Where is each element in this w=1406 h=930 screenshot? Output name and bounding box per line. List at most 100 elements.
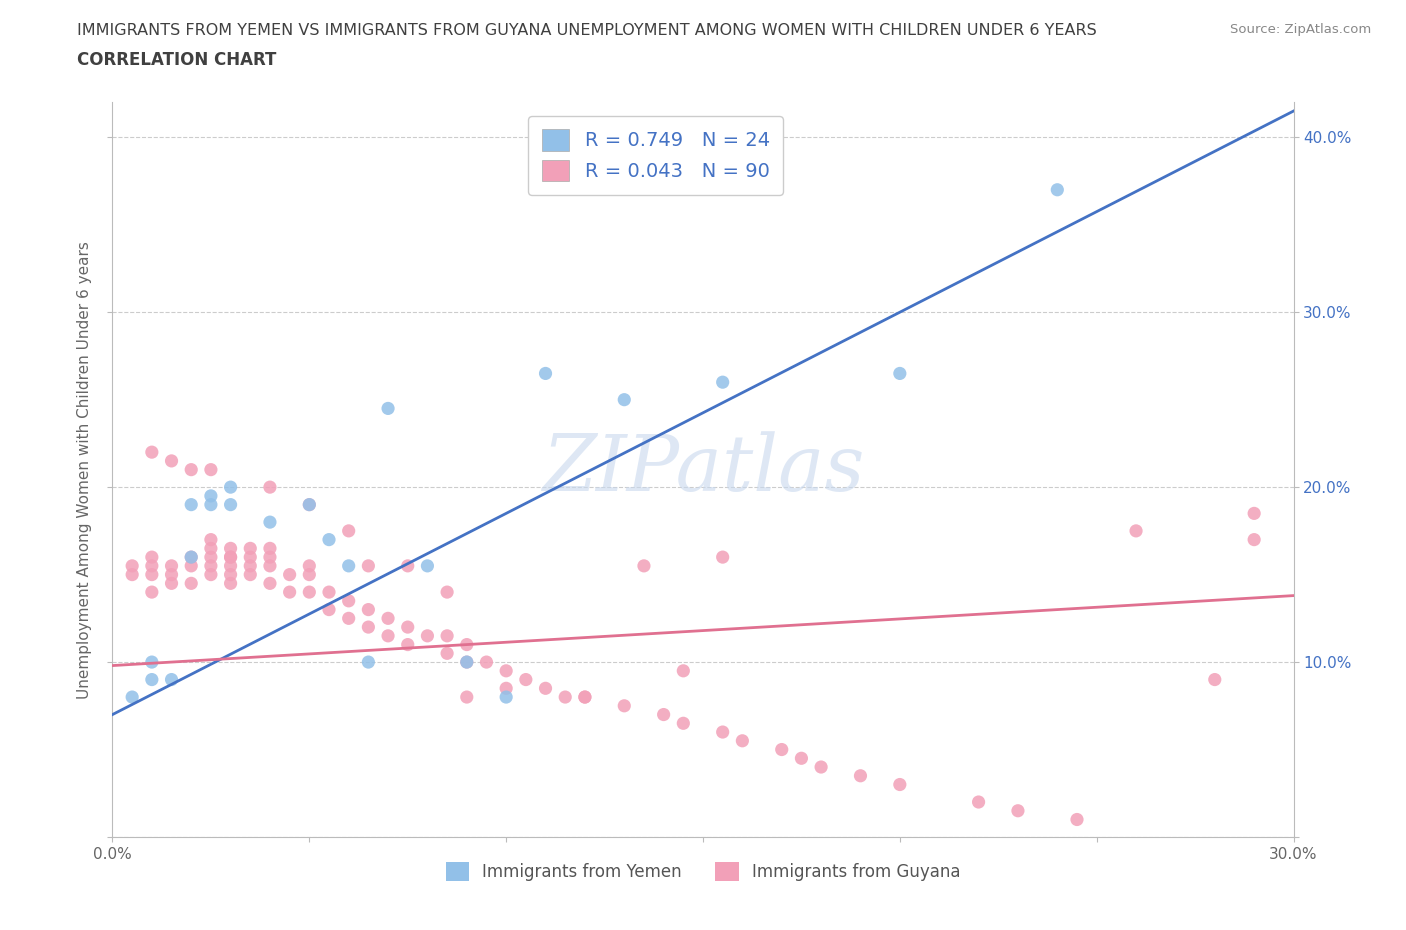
Point bbox=[456, 655, 478, 670]
Point bbox=[416, 558, 439, 573]
Point bbox=[200, 567, 222, 582]
Point bbox=[396, 558, 419, 573]
Point bbox=[456, 655, 478, 670]
Point bbox=[534, 366, 557, 381]
Point bbox=[259, 541, 281, 556]
Point bbox=[731, 734, 754, 749]
Point bbox=[259, 550, 281, 565]
Point bbox=[219, 558, 242, 573]
Point bbox=[121, 567, 143, 582]
Point bbox=[337, 593, 360, 608]
Point bbox=[219, 480, 242, 495]
Point bbox=[239, 567, 262, 582]
Point bbox=[1066, 812, 1088, 827]
Point bbox=[377, 401, 399, 416]
Point bbox=[141, 567, 163, 582]
Point bbox=[495, 663, 517, 678]
Point bbox=[160, 558, 183, 573]
Point bbox=[436, 585, 458, 600]
Point bbox=[219, 541, 242, 556]
Point bbox=[672, 716, 695, 731]
Point bbox=[259, 558, 281, 573]
Point bbox=[849, 768, 872, 783]
Point bbox=[711, 724, 734, 739]
Point bbox=[121, 558, 143, 573]
Point bbox=[219, 567, 242, 582]
Point bbox=[239, 550, 262, 565]
Point bbox=[298, 558, 321, 573]
Y-axis label: Unemployment Among Women with Children Under 6 years: Unemployment Among Women with Children U… bbox=[77, 241, 91, 698]
Point bbox=[318, 532, 340, 547]
Point bbox=[495, 690, 517, 705]
Point bbox=[396, 619, 419, 634]
Point bbox=[613, 392, 636, 407]
Point bbox=[711, 550, 734, 565]
Point bbox=[200, 541, 222, 556]
Point bbox=[574, 690, 596, 705]
Point bbox=[1125, 524, 1147, 538]
Point bbox=[259, 514, 281, 529]
Point bbox=[278, 585, 301, 600]
Point bbox=[770, 742, 793, 757]
Text: ZIPatlas: ZIPatlas bbox=[541, 432, 865, 508]
Point bbox=[574, 690, 596, 705]
Point bbox=[141, 550, 163, 565]
Point bbox=[298, 567, 321, 582]
Point bbox=[160, 454, 183, 469]
Point bbox=[121, 690, 143, 705]
Point bbox=[180, 550, 202, 565]
Point bbox=[357, 558, 380, 573]
Point bbox=[456, 690, 478, 705]
Point bbox=[337, 611, 360, 626]
Point bbox=[377, 611, 399, 626]
Legend: Immigrants from Yemen, Immigrants from Guyana: Immigrants from Yemen, Immigrants from G… bbox=[436, 853, 970, 891]
Point bbox=[554, 690, 576, 705]
Point bbox=[141, 585, 163, 600]
Point bbox=[810, 760, 832, 775]
Point bbox=[259, 480, 281, 495]
Point bbox=[298, 498, 321, 512]
Point bbox=[141, 445, 163, 459]
Point bbox=[672, 663, 695, 678]
Point bbox=[239, 541, 262, 556]
Point bbox=[652, 707, 675, 722]
Point bbox=[790, 751, 813, 765]
Point bbox=[180, 576, 202, 591]
Point bbox=[1243, 506, 1265, 521]
Point bbox=[141, 672, 163, 687]
Point bbox=[396, 637, 419, 652]
Point bbox=[889, 366, 911, 381]
Point bbox=[180, 498, 202, 512]
Point bbox=[180, 550, 202, 565]
Point bbox=[219, 550, 242, 565]
Point bbox=[200, 488, 222, 503]
Point bbox=[515, 672, 537, 687]
Point bbox=[180, 558, 202, 573]
Point bbox=[141, 558, 163, 573]
Text: CORRELATION CHART: CORRELATION CHART bbox=[77, 51, 277, 69]
Point bbox=[200, 462, 222, 477]
Text: IMMIGRANTS FROM YEMEN VS IMMIGRANTS FROM GUYANA UNEMPLOYMENT AMONG WOMEN WITH CH: IMMIGRANTS FROM YEMEN VS IMMIGRANTS FROM… bbox=[77, 23, 1097, 38]
Point bbox=[337, 558, 360, 573]
Point bbox=[278, 567, 301, 582]
Point bbox=[337, 524, 360, 538]
Point bbox=[357, 619, 380, 634]
Point bbox=[889, 777, 911, 792]
Point bbox=[967, 794, 990, 809]
Text: Source: ZipAtlas.com: Source: ZipAtlas.com bbox=[1230, 23, 1371, 36]
Point bbox=[1204, 672, 1226, 687]
Point bbox=[456, 637, 478, 652]
Point bbox=[416, 629, 439, 644]
Point bbox=[495, 681, 517, 696]
Point bbox=[180, 462, 202, 477]
Point bbox=[200, 550, 222, 565]
Point bbox=[613, 698, 636, 713]
Point bbox=[357, 602, 380, 617]
Point bbox=[318, 602, 340, 617]
Point bbox=[711, 375, 734, 390]
Point bbox=[160, 567, 183, 582]
Point bbox=[200, 498, 222, 512]
Point bbox=[239, 558, 262, 573]
Point bbox=[298, 585, 321, 600]
Point bbox=[219, 498, 242, 512]
